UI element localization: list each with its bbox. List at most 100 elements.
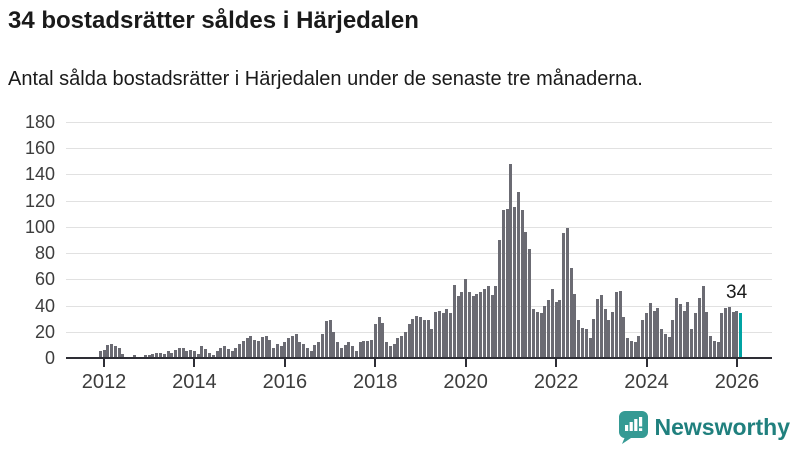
chart-title: 34 bostadsrätter såldes i Härjedalen xyxy=(8,7,419,34)
bar xyxy=(226,348,230,358)
bar xyxy=(272,347,276,358)
bar xyxy=(219,347,223,358)
bar xyxy=(177,347,181,358)
bar xyxy=(614,292,618,358)
bar xyxy=(343,344,347,358)
bar xyxy=(675,297,679,358)
bar xyxy=(377,317,381,358)
bar xyxy=(618,291,622,358)
bar xyxy=(645,313,649,358)
bar xyxy=(588,338,592,358)
gridline xyxy=(66,253,772,255)
gridline xyxy=(66,305,772,307)
x-axis-tick xyxy=(283,359,286,367)
bar xyxy=(422,319,426,358)
bar xyxy=(211,355,215,358)
bar xyxy=(531,309,535,358)
x-tick-label: 2016 xyxy=(262,371,308,393)
bar xyxy=(565,228,569,358)
bar xyxy=(260,337,264,358)
bar xyxy=(400,335,404,358)
x-axis-tick xyxy=(555,359,558,367)
bar xyxy=(467,292,471,358)
x-axis-tick xyxy=(464,359,467,367)
bar xyxy=(641,319,645,358)
bar xyxy=(189,350,193,358)
gridline xyxy=(66,148,772,150)
bar xyxy=(513,207,517,358)
bar xyxy=(309,351,313,358)
bar xyxy=(550,288,554,358)
y-tick-label: 60 xyxy=(34,269,55,290)
bar xyxy=(418,317,422,358)
bar xyxy=(381,322,385,358)
bar xyxy=(648,302,652,358)
bar xyxy=(264,335,268,358)
y-tick-label: 0 xyxy=(44,348,55,368)
bar xyxy=(143,355,147,358)
bar xyxy=(234,347,238,358)
last-value-annotation: 34 xyxy=(726,282,748,303)
chart-subtitle: Antal sålda bostadsrätter i Härjedalen u… xyxy=(8,68,643,90)
y-tick-label: 160 xyxy=(24,138,55,159)
bar xyxy=(486,285,490,358)
bar xyxy=(332,331,336,358)
bar xyxy=(452,284,456,358)
x-axis-tick xyxy=(645,359,648,367)
bar xyxy=(690,329,694,358)
bar xyxy=(479,292,483,358)
bar xyxy=(290,335,294,358)
y-tick-label: 120 xyxy=(24,190,55,211)
bar xyxy=(660,329,664,358)
bar xyxy=(347,342,351,358)
bar xyxy=(181,347,185,358)
x-tick-label: 2014 xyxy=(172,371,217,393)
bar xyxy=(701,285,705,358)
bar xyxy=(196,354,200,358)
bar xyxy=(287,338,291,358)
bar xyxy=(147,355,151,358)
bar xyxy=(464,279,468,358)
bar xyxy=(603,309,607,358)
bar xyxy=(275,343,279,358)
bar xyxy=(663,334,667,358)
bar xyxy=(505,208,509,358)
bar xyxy=(336,342,340,358)
gridline xyxy=(66,226,772,228)
bar xyxy=(117,347,121,358)
bar xyxy=(223,346,227,358)
bar xyxy=(573,293,577,358)
bar xyxy=(697,297,701,358)
gridline xyxy=(66,174,772,176)
bar xyxy=(520,209,524,358)
x-tick-label: 2018 xyxy=(353,371,398,393)
bar xyxy=(735,310,739,358)
bar xyxy=(369,339,373,358)
bar xyxy=(426,319,430,358)
bar xyxy=(283,342,287,358)
bar xyxy=(388,346,392,358)
bar xyxy=(106,344,110,358)
bar xyxy=(207,352,211,358)
x-axis-line xyxy=(66,357,772,359)
newsworthy-logo[interactable]: Newsworthy xyxy=(618,410,790,444)
bar xyxy=(633,342,637,358)
bar xyxy=(151,354,155,358)
x-axis-tick xyxy=(103,359,105,367)
bar xyxy=(373,323,377,358)
bar xyxy=(584,329,588,358)
y-tick-label: 80 xyxy=(34,243,55,264)
bar xyxy=(637,335,641,358)
bar xyxy=(98,351,102,358)
bar xyxy=(596,299,600,358)
bar xyxy=(592,318,596,358)
bar xyxy=(629,340,633,358)
bar xyxy=(539,313,543,358)
bar xyxy=(535,312,539,358)
bar xyxy=(392,343,396,358)
bar xyxy=(249,335,253,358)
bar xyxy=(471,296,475,358)
bar xyxy=(731,312,735,358)
newsworthy-logo-text: Newsworthy xyxy=(654,413,790,440)
